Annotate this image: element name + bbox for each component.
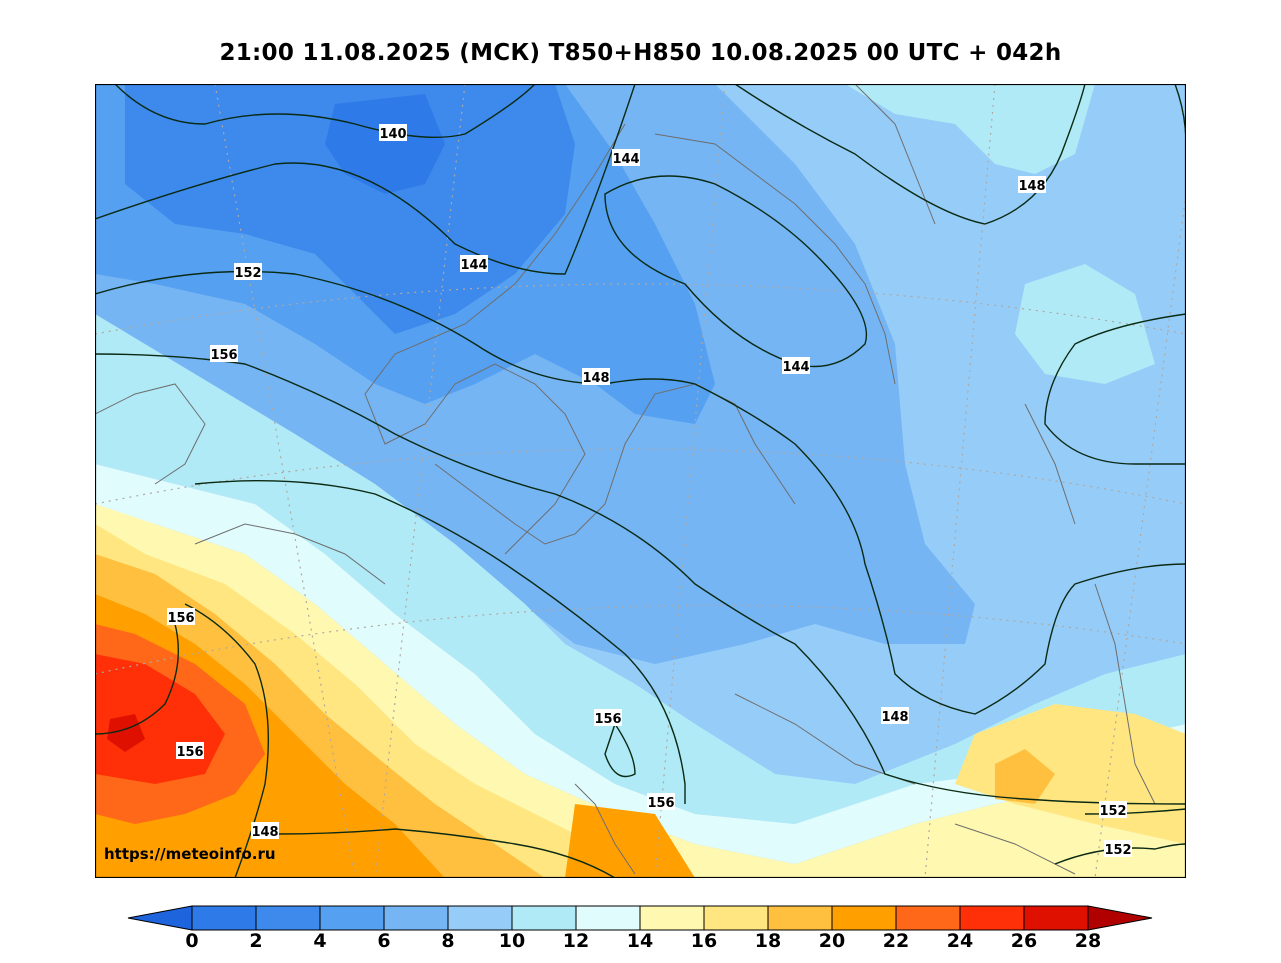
svg-text:144: 144 (782, 360, 809, 375)
temp-patch-southeast-18-20 (995, 749, 1055, 804)
svg-text:156: 156 (594, 712, 621, 727)
contour-label: 152 (1099, 801, 1127, 819)
colorbar-tick: 28 (1074, 930, 1102, 952)
colorbar-tick: 22 (882, 930, 910, 952)
contour-label: 152 (234, 263, 262, 281)
contour-label: 156 (210, 345, 238, 363)
contour-label: 156 (647, 793, 675, 811)
weather-map: 140 144 148 152 156 (94, 83, 1187, 879)
colorbar-cell (383, 905, 449, 931)
colorbar-cell (895, 905, 961, 931)
temp-patch-northeast (845, 84, 1095, 174)
contour-label: 152 (1104, 840, 1132, 858)
svg-text:156: 156 (210, 348, 237, 363)
colorbar-tick: 2 (249, 930, 263, 952)
svg-text:152: 152 (1104, 843, 1131, 858)
height-contours (95, 84, 1186, 878)
colorbar-tick: 26 (1010, 930, 1038, 952)
contour-label: 148 (1018, 176, 1046, 194)
temp-patch-southeast-16-18 (955, 704, 1186, 844)
colorbar-cell (447, 905, 513, 931)
colorbar-tick: 8 (441, 930, 455, 952)
colorbar-tick: 12 (562, 930, 590, 952)
colorbar-cell (831, 905, 897, 931)
contour-label: 148 (881, 707, 909, 725)
contour-label: 144 (782, 357, 810, 375)
colorbar-cell (191, 905, 257, 931)
colorbar-tick: 14 (626, 930, 654, 952)
temp-band-10-12 (95, 314, 1186, 824)
colorbar-tick: 24 (946, 930, 974, 952)
colorbar-extend-low (127, 905, 193, 931)
contour-label: 156 (176, 742, 204, 760)
contour-label: 148 (582, 368, 610, 386)
contour-label: 144 (460, 255, 488, 273)
contour-label: 140 (379, 124, 407, 142)
temp-patch-south-20-22 (565, 804, 695, 878)
svg-text:140: 140 (379, 127, 406, 142)
map-title: 21:00 11.08.2025 (МСК) T850+H850 10.08.2… (219, 40, 1062, 66)
svg-text:148: 148 (582, 371, 609, 386)
svg-text:156: 156 (647, 796, 674, 811)
svg-text:144: 144 (460, 258, 487, 273)
contour-label: 148 (251, 822, 279, 840)
contour-label: 156 (594, 709, 622, 727)
colorbar-cell (959, 905, 1025, 931)
temp-band-0-2 (325, 94, 445, 194)
map-canvas: 140 144 148 152 156 (94, 83, 1187, 879)
colorbar-tick: 18 (754, 930, 782, 952)
colorbar-tick: 6 (377, 930, 391, 952)
temp-band-26-28 (107, 714, 145, 752)
colorbar-tick: 10 (498, 930, 526, 952)
colorbar-cell (511, 905, 577, 931)
colorbar-cell (703, 905, 769, 931)
svg-text:152: 152 (234, 266, 261, 281)
svg-text:144: 144 (612, 152, 639, 167)
colorbar-tick: 20 (818, 930, 846, 952)
colorbar-cell (1023, 905, 1089, 931)
svg-text:148: 148 (251, 825, 278, 840)
svg-text:156: 156 (176, 745, 203, 760)
svg-text:152: 152 (1099, 804, 1126, 819)
colorbar-cell (255, 905, 321, 931)
svg-text:148: 148 (1018, 179, 1045, 194)
colorbar-tick: 4 (313, 930, 327, 952)
colorbar-cell (575, 905, 641, 931)
contour-label: 144 (612, 149, 640, 167)
colorbar-cell (767, 905, 833, 931)
map-frame (94, 83, 1187, 879)
colorbar-tick: 0 (185, 930, 199, 952)
graticule (95, 84, 1186, 878)
contour-label: 156 (167, 608, 195, 626)
temp-patch-east (1015, 264, 1155, 384)
colorbar-extend-high (1087, 905, 1153, 931)
colorbar-svg (127, 905, 1153, 931)
colorbar-tick: 16 (690, 930, 718, 952)
colorbar (0, 898, 1281, 963)
temp-band-12-14 (95, 464, 1186, 864)
source-url[interactable]: https://meteoinfo.ru (104, 845, 276, 863)
svg-text:148: 148 (881, 710, 908, 725)
colorbar-cell (639, 905, 705, 931)
colorbar-cell (319, 905, 385, 931)
svg-text:156: 156 (167, 611, 194, 626)
